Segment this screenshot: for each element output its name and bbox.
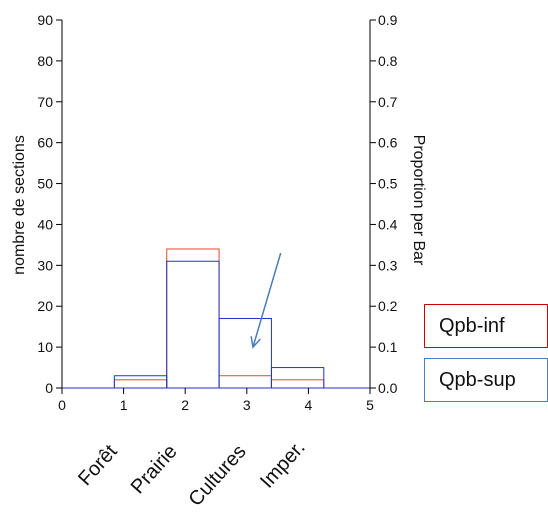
bar-qpb-inf [218, 375, 272, 389]
x-tick-label: 0 [58, 397, 66, 413]
x-tick-label: 3 [243, 397, 251, 413]
category-label: Forêt [74, 440, 122, 490]
bar-qpb-inf [113, 379, 168, 389]
x-tick-label: 2 [181, 397, 189, 413]
y-tick-label-right: 0.1 [378, 339, 398, 355]
category-labels: Forêt Prairie Cultures Imper. [74, 437, 310, 511]
y-tick-label-left: 40 [37, 216, 53, 232]
arrow-head [250, 336, 261, 349]
ticks-layer: 0 1 2 3 4 501020304050607080900.00.10.20.30.4… [37, 12, 397, 413]
series-qpb-sup [62, 260, 370, 389]
legend-label: Qpb-inf [439, 314, 505, 337]
legend-item-qpb-inf: Qpb-inf [424, 304, 548, 348]
x-tick-label: 5 [366, 397, 374, 413]
y-tick-label-left: 50 [37, 176, 53, 192]
y-tick-label-left: 60 [37, 135, 53, 151]
y-tick-label-left: 90 [37, 12, 53, 28]
category-label: Cultures [185, 441, 251, 511]
y-tick-label-left: 20 [37, 298, 53, 314]
y-tick-label-left: 0 [45, 380, 53, 396]
annotation-layer [250, 252, 282, 349]
y-tick-label-left: 70 [37, 94, 53, 110]
y-tick-label-right: 0.9 [378, 12, 398, 28]
y-tick-label-right: 0.6 [378, 135, 398, 151]
category-label: Prairie [127, 441, 182, 499]
right-axis-title: Proportion per Bar [410, 135, 427, 266]
x-tick-label: 4 [305, 397, 313, 413]
series-layer [62, 248, 370, 389]
arrow-line [252, 252, 282, 348]
bar-qpb-sup [270, 367, 325, 389]
left-axis-title: nombre de sections [11, 135, 28, 275]
bar-qpb-sup [218, 317, 272, 389]
legend-label: Qpb-sup [439, 368, 516, 391]
y-tick-label-right: 0.8 [378, 53, 398, 69]
y-tick-label-right: 0.7 [378, 94, 398, 110]
y-tick-label-left: 10 [37, 339, 53, 355]
y-tick-label-left: 30 [37, 257, 53, 273]
y-tick-label-right: 0.0 [378, 380, 398, 396]
bar-qpb-sup [166, 260, 220, 389]
legend-item-qpb-sup: Qpb-sup [424, 358, 548, 402]
y-tick-label-right: 0.4 [378, 216, 398, 232]
y-tick-label-left: 80 [37, 53, 53, 69]
category-label: Imper. [256, 437, 310, 493]
y-tick-label-right: 0.5 [378, 176, 398, 192]
y-tick-label-right: 0.2 [378, 298, 398, 314]
y-tick-label-right: 0.3 [378, 257, 398, 273]
x-tick-label: 1 [120, 397, 128, 413]
plot-frame [61, 20, 371, 389]
bar-qpb-sup [113, 375, 168, 389]
bar-qpb-inf [270, 379, 325, 389]
bar-qpb-inf [166, 248, 220, 389]
